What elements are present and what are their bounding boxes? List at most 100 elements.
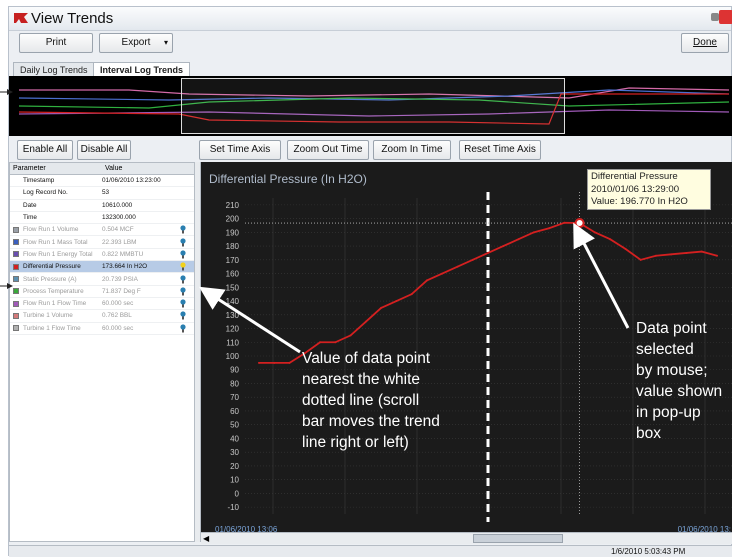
annotation-line: by mouse; [636,362,708,379]
minimize-icon[interactable] [711,13,719,21]
data-point[interactable] [334,341,337,344]
grid-scrollbar[interactable] [195,162,201,542]
data-point[interactable] [639,258,642,261]
grid-row[interactable]: Flow Run 1 Volume 0.504 MCF [10,224,194,237]
data-point[interactable] [593,231,596,234]
selected-data-point[interactable] [574,218,585,229]
data-point[interactable] [716,254,718,257]
print-button[interactable]: Print [19,33,93,53]
scroll-left-icon[interactable]: ◀ [203,534,210,543]
grid-row[interactable]: Flow Run 1 Energy Total 0.822 MMBTU [10,249,194,262]
series-color-swatch[interactable] [13,226,19,233]
y-tick-label: 20 [230,462,239,471]
grid-cell-parameter: Turbine 1 Flow Time [10,325,102,332]
grid-cell-parameter: Time [10,214,102,221]
data-point[interactable] [624,247,627,250]
close-icon[interactable] [719,10,732,24]
grid-row[interactable]: Differential Pressure 173.664 In H2O [10,261,194,274]
pin-cell [176,225,190,234]
tooltip-value: Value: 196.770 In H2O [591,196,688,207]
data-point[interactable] [502,245,505,248]
series-color-swatch[interactable] [13,239,19,246]
data-point[interactable] [670,253,673,256]
y-tick-label: 70 [230,393,239,402]
enable-all-button[interactable]: Enable All [17,140,73,160]
data-point[interactable] [471,258,474,261]
data-point[interactable] [380,306,383,309]
data-point[interactable] [456,265,459,268]
reset-time-axis-button[interactable]: Reset Time Axis [459,140,541,160]
lightbulb-icon[interactable] [180,250,186,259]
lightbulb-on-icon[interactable] [180,262,186,271]
zoom-in-time-axis-button[interactable]: Zoom In Time Axis [373,140,451,173]
disable-all-button[interactable]: Disable All [77,140,131,160]
data-point[interactable] [288,361,291,364]
set-time-axis-range-button[interactable]: Set Time Axis Range [199,140,281,173]
data-point[interactable] [258,361,260,364]
data-point[interactable] [517,238,520,241]
data-point[interactable] [303,352,306,355]
trend-chart[interactable]: Differential Pressure (In H2O) 210 200 190… [201,162,732,540]
export-button-label: Export [121,37,151,48]
lightbulb-icon[interactable] [180,299,186,308]
export-button[interactable]: Export ▾ [99,33,173,53]
series-color-swatch[interactable] [13,288,19,295]
annotation-line: box [636,425,661,442]
data-point[interactable] [410,293,413,296]
lightbulb-icon[interactable] [180,324,186,333]
time-scrollbar[interactable]: ◀ [201,532,732,544]
grid-row[interactable]: Flow Run 1 Flow Time 60.000 sec [10,298,194,311]
grid-row[interactable]: Timestamp 01/06/2010 13:23:00 [10,175,194,188]
pin-cell [176,238,190,247]
app-logo-icon [14,13,28,23]
zoom-out-time-axis-button[interactable]: Zoom Out Time Axis [287,140,369,173]
data-point[interactable] [441,272,444,275]
pin-cell [176,299,190,308]
scroll-thumb[interactable] [473,534,563,543]
done-button[interactable]: Done [681,33,729,53]
grid-row[interactable]: Flow Run 1 Mass Total 22.393 LBM [10,236,194,249]
grid-row[interactable]: Turbine 1 Volume 0.762 BBL [10,310,194,323]
overview-series-line [18,109,730,117]
grid-row[interactable]: Date 10610.000 [10,200,194,212]
overview-range-selector[interactable] [181,78,565,134]
grid-cell-value: 71.837 Deg F [102,287,141,295]
lightbulb-icon[interactable] [180,274,186,284]
series-color-swatch[interactable] [13,263,19,270]
data-point[interactable] [654,254,657,257]
data-point[interactable] [425,279,428,282]
series-color-swatch[interactable] [13,276,19,283]
grid-row[interactable]: Time 132300.000 [10,212,194,225]
tab-interval-log-trends[interactable]: Interval Log Trends [93,62,191,77]
tab-daily-log-trends[interactable]: Daily Log Trends [13,62,95,77]
chart-plot[interactable]: 2102001901801701601501401301201101009080… [201,162,732,540]
data-point[interactable] [548,227,551,230]
series-color-swatch[interactable] [13,325,19,332]
series-color-swatch[interactable] [13,312,19,319]
data-point[interactable] [487,251,489,254]
grid-cell-parameter: Flow Run 1 Flow Time [10,300,102,307]
data-point[interactable] [563,221,566,224]
lightbulb-icon[interactable] [180,311,186,320]
data-point[interactable] [532,231,535,234]
data-point-tooltip: Differential Pressure 2010/01/06 13:29:0… [587,169,711,210]
data-point[interactable] [700,250,703,253]
grid-row[interactable]: Turbine 1 Flow Time 60.000 sec [10,323,194,335]
data-point[interactable] [364,320,367,323]
data-point[interactable] [685,251,688,254]
grid-row[interactable]: Process Temperature 71.837 Deg F [10,286,194,298]
data-point[interactable] [395,300,398,303]
overview-strip[interactable] [9,76,732,136]
grid-row[interactable]: Static Pressure (A) 20.739 PSIA [10,273,194,286]
data-point[interactable] [273,361,276,364]
grid-row[interactable]: Log Record No. 53 [10,187,194,200]
series-color-swatch[interactable] [13,251,19,258]
lightbulb-icon[interactable] [180,238,186,247]
window-title: View Trends [31,10,114,27]
data-point[interactable] [349,334,352,337]
lightbulb-icon[interactable] [180,225,186,234]
series-color-swatch[interactable] [13,300,19,307]
lightbulb-icon[interactable] [180,287,186,296]
data-point[interactable] [319,341,322,344]
data-point[interactable] [609,238,612,241]
